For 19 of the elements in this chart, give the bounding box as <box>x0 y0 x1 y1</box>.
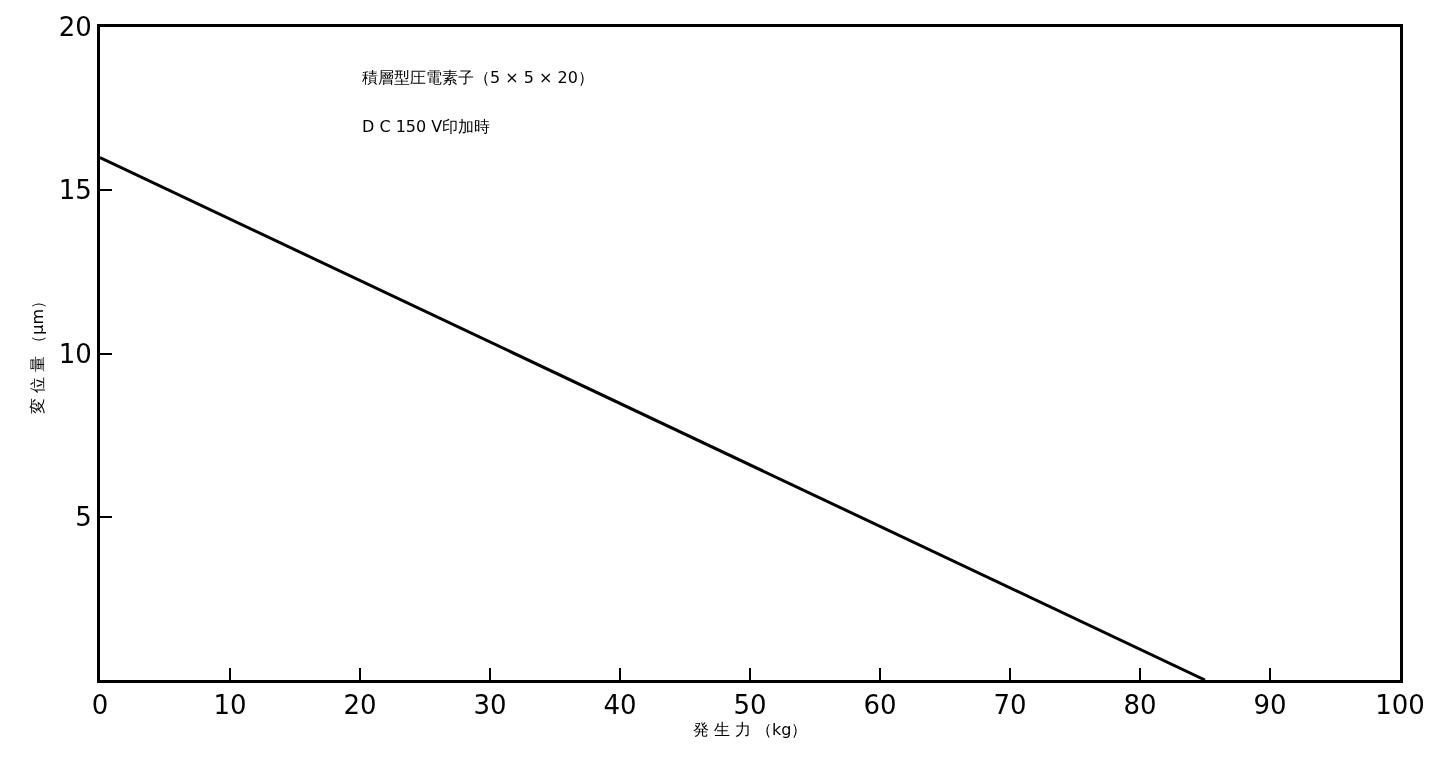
x-tick-label: 30 <box>473 690 507 721</box>
x-tick-label: 40 <box>603 690 637 721</box>
annotation: 積層型圧電素子（5 × 5 × 20） <box>362 68 594 87</box>
y-tick-label: 5 <box>75 501 92 532</box>
annotation: D C 150 V印加時 <box>362 117 491 136</box>
x-axis-title: 発 生 力 （kg） <box>692 720 808 740</box>
y-tick-label: 10 <box>58 338 92 369</box>
x-tick-label: 50 <box>733 690 767 721</box>
y-tick-label: 15 <box>58 175 92 206</box>
x-tick-label: 20 <box>343 690 377 721</box>
y-tick-label: 20 <box>58 12 92 43</box>
x-tick-label: 10 <box>213 690 247 721</box>
x-tick-label: 60 <box>863 690 897 721</box>
x-tick-label: 80 <box>1123 690 1157 721</box>
x-tick-label: 90 <box>1253 690 1287 721</box>
y-axis-title: 変 位 量 （μm） <box>27 292 47 415</box>
x-tick-label: 0 <box>91 690 109 721</box>
x-tick-label: 100 <box>1375 690 1425 721</box>
x-tick-label: 70 <box>993 690 1027 721</box>
